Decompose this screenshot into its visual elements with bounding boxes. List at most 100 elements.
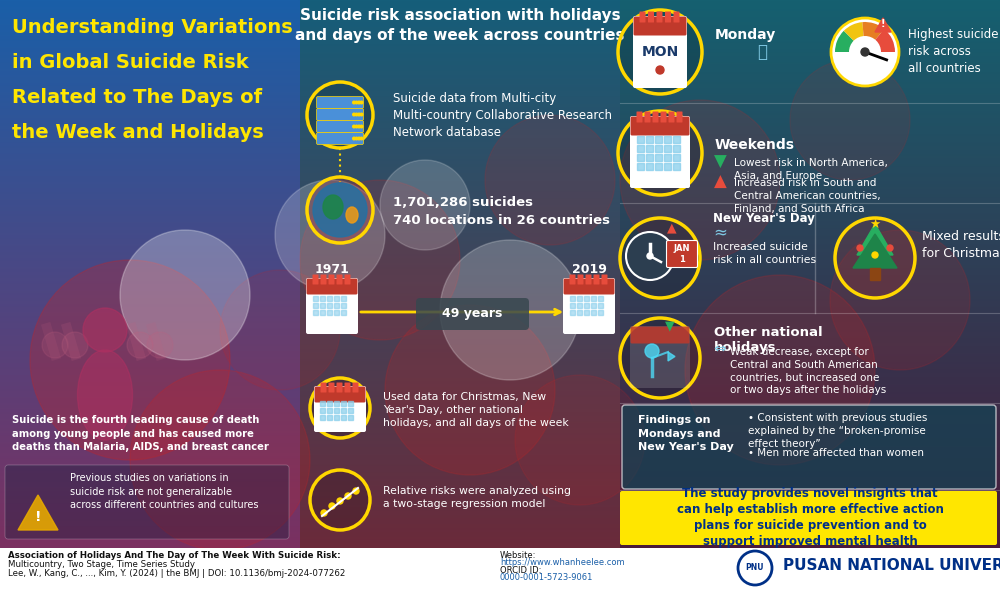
Wedge shape bbox=[844, 22, 865, 52]
Text: New Year's Day: New Year's Day bbox=[713, 212, 815, 225]
Circle shape bbox=[358, 137, 360, 140]
Bar bbox=[341, 408, 346, 413]
Text: the Week and Holidays: the Week and Holidays bbox=[12, 123, 264, 142]
Bar bbox=[664, 154, 671, 161]
Circle shape bbox=[685, 275, 875, 465]
Circle shape bbox=[358, 125, 360, 128]
Ellipse shape bbox=[323, 195, 343, 219]
Text: Used data for Christmas, New
Year's Day, other national
holidays, and all days o: Used data for Christmas, New Year's Day,… bbox=[383, 392, 569, 428]
Bar bbox=[673, 145, 680, 152]
Bar bbox=[664, 136, 671, 143]
Bar bbox=[646, 136, 653, 143]
Text: Related to The Days of: Related to The Days of bbox=[12, 88, 262, 107]
Circle shape bbox=[30, 260, 230, 460]
FancyBboxPatch shape bbox=[578, 274, 584, 284]
Bar bbox=[320, 296, 325, 301]
Text: Relative risks were analyzed using
a two-stage regression model: Relative risks were analyzed using a two… bbox=[383, 486, 571, 509]
FancyBboxPatch shape bbox=[668, 111, 674, 123]
Circle shape bbox=[618, 111, 702, 195]
Text: MON: MON bbox=[641, 45, 679, 59]
FancyBboxPatch shape bbox=[640, 12, 646, 22]
Circle shape bbox=[62, 332, 88, 358]
Circle shape bbox=[380, 160, 470, 250]
FancyBboxPatch shape bbox=[328, 382, 334, 392]
FancyBboxPatch shape bbox=[594, 274, 600, 284]
Circle shape bbox=[310, 378, 370, 438]
Circle shape bbox=[790, 60, 910, 180]
Circle shape bbox=[313, 183, 367, 237]
FancyBboxPatch shape bbox=[316, 121, 364, 133]
Bar bbox=[313, 310, 318, 315]
Bar bbox=[577, 310, 582, 315]
FancyBboxPatch shape bbox=[666, 240, 698, 267]
Bar bbox=[327, 401, 332, 406]
Circle shape bbox=[645, 344, 659, 358]
Text: Suicide is the fourth leading cause of death
among young people and has caused m: Suicide is the fourth leading cause of d… bbox=[12, 415, 269, 452]
Text: https://www.whanheelee.com: https://www.whanheelee.com bbox=[500, 558, 625, 567]
Bar bbox=[327, 415, 332, 420]
Circle shape bbox=[830, 230, 970, 370]
Text: !: ! bbox=[881, 19, 885, 29]
FancyBboxPatch shape bbox=[320, 274, 326, 284]
FancyBboxPatch shape bbox=[630, 116, 690, 188]
Bar bbox=[655, 136, 662, 143]
Text: ▲: ▲ bbox=[714, 173, 726, 191]
Bar bbox=[655, 145, 662, 152]
FancyBboxPatch shape bbox=[314, 386, 366, 402]
Bar bbox=[334, 415, 339, 420]
Bar bbox=[591, 296, 596, 301]
Bar bbox=[327, 408, 332, 413]
FancyBboxPatch shape bbox=[637, 111, 642, 123]
Text: 1971: 1971 bbox=[315, 263, 349, 276]
Bar bbox=[598, 303, 603, 308]
FancyBboxPatch shape bbox=[328, 274, 334, 284]
Circle shape bbox=[42, 332, 68, 358]
Text: 0000-0001-5723-9061: 0000-0001-5723-9061 bbox=[500, 573, 593, 582]
Bar bbox=[341, 303, 346, 308]
Text: in Global Suicide Risk: in Global Suicide Risk bbox=[12, 53, 249, 72]
Wedge shape bbox=[862, 22, 884, 52]
Circle shape bbox=[275, 180, 385, 290]
Circle shape bbox=[835, 218, 915, 298]
Text: ORCID ID:: ORCID ID: bbox=[500, 566, 541, 575]
Circle shape bbox=[620, 218, 700, 298]
FancyBboxPatch shape bbox=[660, 111, 666, 123]
Bar bbox=[655, 154, 662, 161]
Text: Multicountry, Two Stage, Time Series Study: Multicountry, Two Stage, Time Series Stu… bbox=[8, 560, 195, 569]
Bar bbox=[591, 303, 596, 308]
Ellipse shape bbox=[346, 207, 358, 223]
Text: ★: ★ bbox=[869, 217, 881, 230]
Circle shape bbox=[147, 332, 173, 358]
FancyBboxPatch shape bbox=[336, 382, 342, 392]
Text: Suicide data from Multi-city
Multi-country Collaborative Research
Network databa: Suicide data from Multi-city Multi-count… bbox=[393, 92, 612, 139]
Circle shape bbox=[310, 470, 370, 530]
Circle shape bbox=[360, 101, 363, 104]
Bar bbox=[341, 296, 346, 301]
Wedge shape bbox=[835, 31, 865, 52]
FancyBboxPatch shape bbox=[564, 279, 614, 294]
Text: Lee, W., Kang, C., ..., Kim, Y. (2024) | the BMJ | DOI: 10.1136/bmj-2024-077262: Lee, W., Kang, C., ..., Kim, Y. (2024) |… bbox=[8, 569, 345, 578]
Circle shape bbox=[618, 10, 702, 94]
Bar bbox=[348, 401, 353, 406]
FancyBboxPatch shape bbox=[633, 16, 687, 88]
Circle shape bbox=[127, 332, 153, 358]
FancyBboxPatch shape bbox=[622, 405, 996, 489]
Bar bbox=[334, 303, 339, 308]
Circle shape bbox=[358, 101, 360, 104]
FancyBboxPatch shape bbox=[630, 326, 690, 388]
Text: • Men more affected than women: • Men more affected than women bbox=[748, 448, 924, 458]
Circle shape bbox=[321, 510, 327, 516]
Bar bbox=[664, 145, 671, 152]
Bar bbox=[320, 415, 325, 420]
Circle shape bbox=[353, 101, 355, 104]
FancyBboxPatch shape bbox=[634, 16, 686, 35]
Bar bbox=[637, 136, 644, 143]
Text: 49 years: 49 years bbox=[442, 307, 502, 320]
Text: Increased suicide
risk in all countries: Increased suicide risk in all countries bbox=[713, 242, 816, 265]
Circle shape bbox=[353, 125, 355, 128]
Text: Mixed results
for Christmas: Mixed results for Christmas bbox=[922, 230, 1000, 260]
Bar bbox=[327, 296, 332, 301]
Bar bbox=[348, 408, 353, 413]
Text: !: ! bbox=[35, 510, 41, 524]
Bar bbox=[591, 310, 596, 315]
